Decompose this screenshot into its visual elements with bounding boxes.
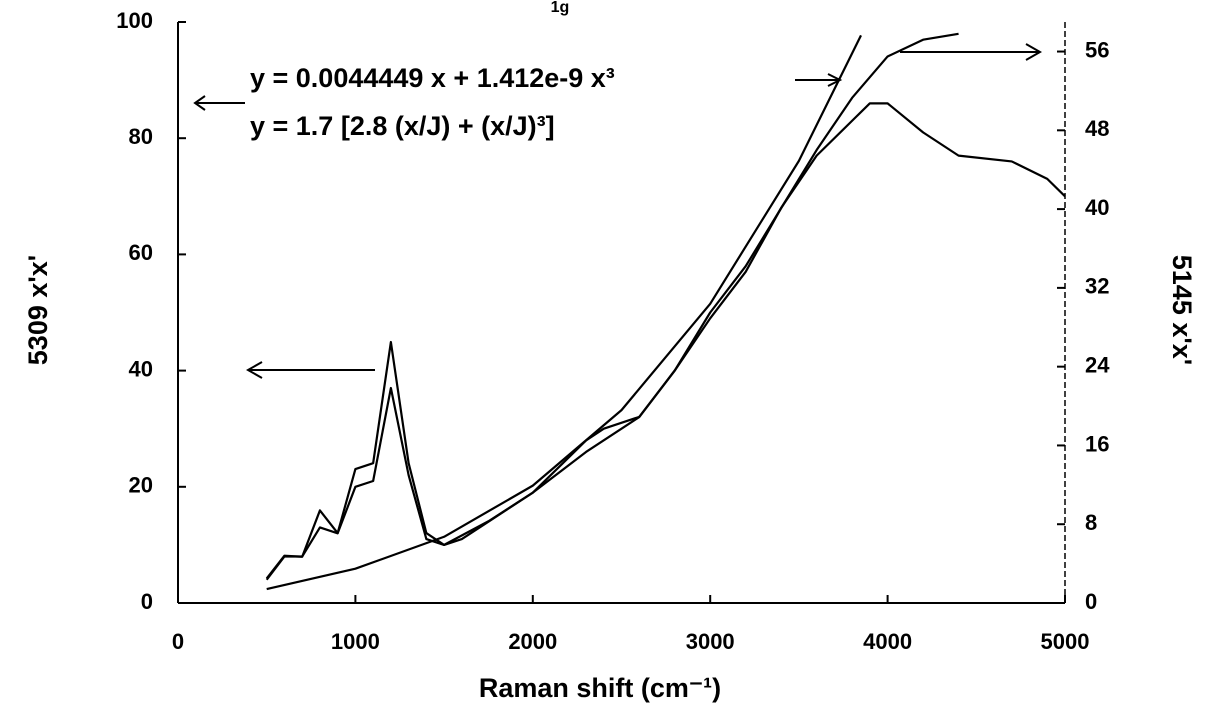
series-line	[266, 34, 862, 591]
y2-tick-label: 32	[1085, 274, 1109, 299]
x-tick-label: 0	[172, 629, 184, 654]
x-axis-label: Raman shift (cm⁻¹)	[479, 673, 721, 703]
arrow-head	[1025, 43, 1043, 61]
y2-tick-label: 24	[1085, 352, 1110, 377]
y-tick-label: 100	[116, 8, 153, 33]
annotation: y = 0.0044449 x + 1.412e-9 x³	[250, 63, 615, 93]
x-tick-label: 4000	[863, 629, 912, 654]
y-tick-label: 80	[129, 124, 153, 149]
x-tick-label: 1000	[331, 629, 380, 654]
y2-tick-label: 56	[1085, 37, 1109, 62]
y2-tick-label: 8	[1085, 510, 1097, 535]
x-tick-label: 3000	[686, 629, 735, 654]
arrows	[193, 43, 1043, 379]
series-line	[265, 32, 959, 580]
y2-tick-label: 48	[1085, 116, 1109, 141]
y2-tick-label: 40	[1085, 195, 1109, 220]
arrow-head	[193, 95, 206, 111]
annotation: y = 1.7 [2.8 (x/J) + (x/J)³]	[250, 111, 555, 141]
y2-tick-label: 0	[1085, 589, 1097, 614]
y2-axis-label: 5145 x'x'	[1167, 255, 1197, 365]
x-tick-label: 2000	[508, 629, 557, 654]
series-line	[265, 102, 1066, 581]
y-tick-label: 20	[129, 473, 153, 498]
y-tick-label: 0	[141, 589, 153, 614]
x-tick-label: 5000	[1041, 629, 1090, 654]
y-tick-label: 40	[129, 356, 153, 381]
y-tick-label: 60	[129, 240, 153, 265]
y2-tick-label: 16	[1085, 431, 1109, 456]
y-axis-label: 5309 x'x'	[23, 255, 53, 365]
chart-title: 1g	[551, 0, 570, 16]
arrow-head	[245, 361, 263, 379]
